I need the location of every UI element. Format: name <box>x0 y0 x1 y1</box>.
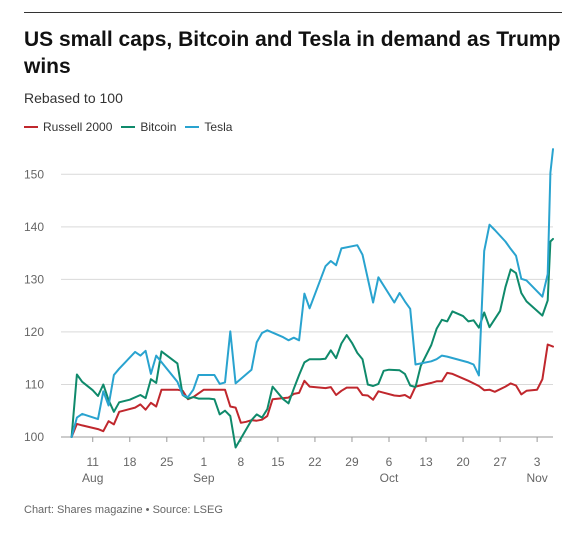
series-line-tesla <box>70 148 554 438</box>
legend-label-tesla: Tesla <box>204 120 233 134</box>
legend-label-bitcoin: Bitcoin <box>140 120 177 134</box>
y-tick-label: 110 <box>25 377 44 391</box>
line-chart: 100 110 120 130 140 150 11 Aug 18 25 1 Sep 8 15 22 29 6 O… <box>24 148 554 485</box>
legend-item-tesla: Tesla <box>185 120 232 134</box>
x-tick-month-label: Oct <box>380 471 399 485</box>
chart-footer: Chart: Shares magazine • Source: LSEG <box>24 504 223 516</box>
x-tick-label: 8 <box>238 455 245 469</box>
legend-item-bitcoin: Bitcoin <box>121 120 176 134</box>
x-tick-month-label: Sep <box>193 471 215 485</box>
x-tick-label: 3 <box>534 455 541 469</box>
x-tick-label: 15 <box>271 455 285 469</box>
y-tick-label: 120 <box>24 325 44 339</box>
x-tick-label: 13 <box>419 455 433 469</box>
y-tick-label: 140 <box>24 220 44 234</box>
top-rule <box>24 12 562 13</box>
x-tick-label: 22 <box>308 455 322 469</box>
legend-swatch-bitcoin <box>121 126 136 128</box>
y-tick-label: 130 <box>24 272 44 286</box>
x-tick-label: 25 <box>160 455 174 469</box>
x-tick-label: 27 <box>493 455 507 469</box>
x-tick-label: 1 <box>200 455 207 469</box>
y-tick-label: 100 <box>24 430 44 444</box>
x-tick-label: 29 <box>345 455 359 469</box>
series-line-russell-2000 <box>70 343 554 438</box>
x-tick-label: 11 <box>87 455 100 469</box>
x-tick-month-label: Nov <box>526 471 547 485</box>
x-tick-month-label: Aug <box>82 471 103 485</box>
x-tick-label: 20 <box>456 455 470 469</box>
chart-title: US small caps, Bitcoin and Tesla in dema… <box>24 28 561 78</box>
x-tick-label: 6 <box>386 455 393 469</box>
x-tick-label: 18 <box>123 455 137 469</box>
y-tick-label: 150 <box>24 167 44 181</box>
series-line-bitcoin <box>70 237 554 449</box>
legend-item-russell: Russell 2000 <box>24 120 112 134</box>
legend-swatch-tesla <box>185 126 200 128</box>
legend-swatch-russell <box>24 126 38 128</box>
legend-label-russell: Russell 2000 <box>43 120 113 134</box>
chart-subtitle: Rebased to 100 <box>24 90 123 106</box>
legend: Russell 2000 Bitcoin Tesla <box>24 120 241 134</box>
